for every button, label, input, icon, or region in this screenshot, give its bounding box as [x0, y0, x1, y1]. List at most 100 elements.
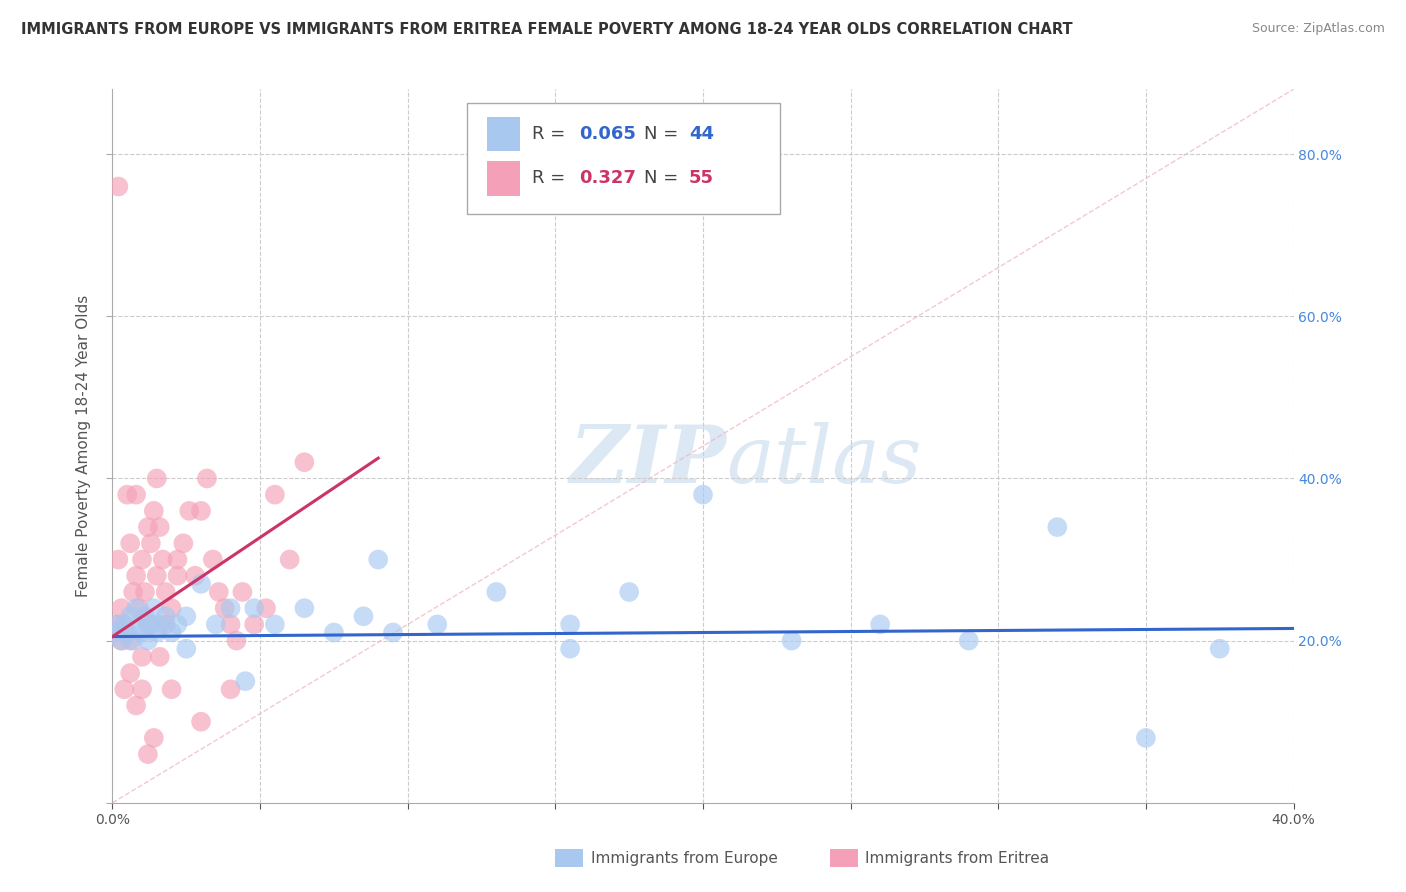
Point — [214, 601, 236, 615]
Point — [231, 585, 253, 599]
Point — [190, 714, 212, 729]
Point — [152, 552, 174, 566]
Point — [201, 552, 224, 566]
Point — [184, 568, 207, 582]
Point — [146, 471, 169, 485]
Point — [219, 601, 242, 615]
Point — [869, 617, 891, 632]
Point — [136, 520, 159, 534]
Point — [131, 625, 153, 640]
Point — [1208, 641, 1232, 656]
Point — [120, 609, 142, 624]
Point — [120, 666, 142, 681]
Point — [174, 641, 197, 656]
Point — [110, 633, 132, 648]
Point — [208, 585, 231, 599]
Text: 0.065: 0.065 — [579, 125, 636, 143]
Text: 0.327: 0.327 — [579, 169, 636, 187]
Text: N =: N = — [644, 125, 683, 143]
Point — [172, 536, 194, 550]
Text: 44: 44 — [689, 125, 714, 143]
Point — [139, 617, 162, 632]
Point — [1135, 731, 1157, 745]
Point — [110, 633, 132, 648]
Point — [110, 601, 132, 615]
Text: IMMIGRANTS FROM EUROPE VS IMMIGRANTS FROM ERITREA FEMALE POVERTY AMONG 18-24 YEA: IMMIGRANTS FROM EUROPE VS IMMIGRANTS FRO… — [21, 22, 1073, 37]
Text: Immigrants from Eritrea: Immigrants from Eritrea — [865, 851, 1049, 865]
Point — [136, 633, 159, 648]
Text: N =: N = — [644, 169, 683, 187]
Point — [219, 617, 242, 632]
Point — [426, 617, 449, 632]
Text: ZIP: ZIP — [569, 422, 727, 499]
Point — [160, 625, 183, 640]
Point — [225, 633, 247, 648]
Point — [131, 552, 153, 566]
Point — [619, 585, 641, 599]
Point — [142, 504, 165, 518]
Point — [134, 609, 156, 624]
Point — [107, 552, 129, 566]
Point — [155, 609, 177, 624]
Point — [254, 601, 277, 615]
Point — [323, 625, 346, 640]
Point — [292, 601, 315, 615]
Point — [382, 625, 405, 640]
Text: R =: R = — [531, 169, 571, 187]
Point — [128, 617, 150, 632]
Point — [104, 625, 127, 640]
Point — [160, 601, 183, 615]
Point — [1046, 520, 1069, 534]
Point — [166, 568, 188, 582]
Point — [125, 568, 148, 582]
Point — [125, 488, 148, 502]
Point — [264, 617, 287, 632]
Text: 55: 55 — [689, 169, 714, 187]
FancyBboxPatch shape — [467, 103, 780, 214]
Point — [125, 698, 148, 713]
Point — [139, 536, 162, 550]
Point — [166, 617, 188, 632]
Point — [120, 536, 142, 550]
Point — [149, 617, 172, 632]
Point — [136, 617, 159, 632]
Point — [112, 617, 135, 632]
Point — [122, 585, 145, 599]
Point — [264, 488, 287, 502]
Point — [558, 641, 582, 656]
Point — [112, 617, 135, 632]
Point — [146, 625, 169, 640]
Point — [243, 601, 266, 615]
Point — [190, 504, 212, 518]
Point — [125, 601, 148, 615]
Point — [134, 585, 156, 599]
Point — [107, 617, 129, 632]
Point — [155, 585, 177, 599]
Point — [195, 471, 218, 485]
Point — [146, 568, 169, 582]
Point — [243, 617, 266, 632]
Point — [160, 682, 183, 697]
Point — [142, 731, 165, 745]
Point — [558, 617, 582, 632]
Point — [131, 682, 153, 697]
Point — [136, 747, 159, 761]
Point — [278, 552, 301, 566]
Point — [190, 577, 212, 591]
Point — [692, 488, 714, 502]
Text: Source: ZipAtlas.com: Source: ZipAtlas.com — [1251, 22, 1385, 36]
Point — [179, 504, 201, 518]
Point — [367, 552, 389, 566]
Point — [112, 682, 135, 697]
Point — [292, 455, 315, 469]
Point — [780, 633, 803, 648]
Point — [485, 585, 508, 599]
Point — [149, 520, 172, 534]
Point — [104, 617, 127, 632]
Bar — [486, 161, 520, 195]
Point — [122, 633, 145, 648]
Point — [120, 633, 142, 648]
Point — [117, 488, 138, 502]
Text: atlas: atlas — [727, 422, 922, 499]
Bar — [486, 117, 520, 152]
